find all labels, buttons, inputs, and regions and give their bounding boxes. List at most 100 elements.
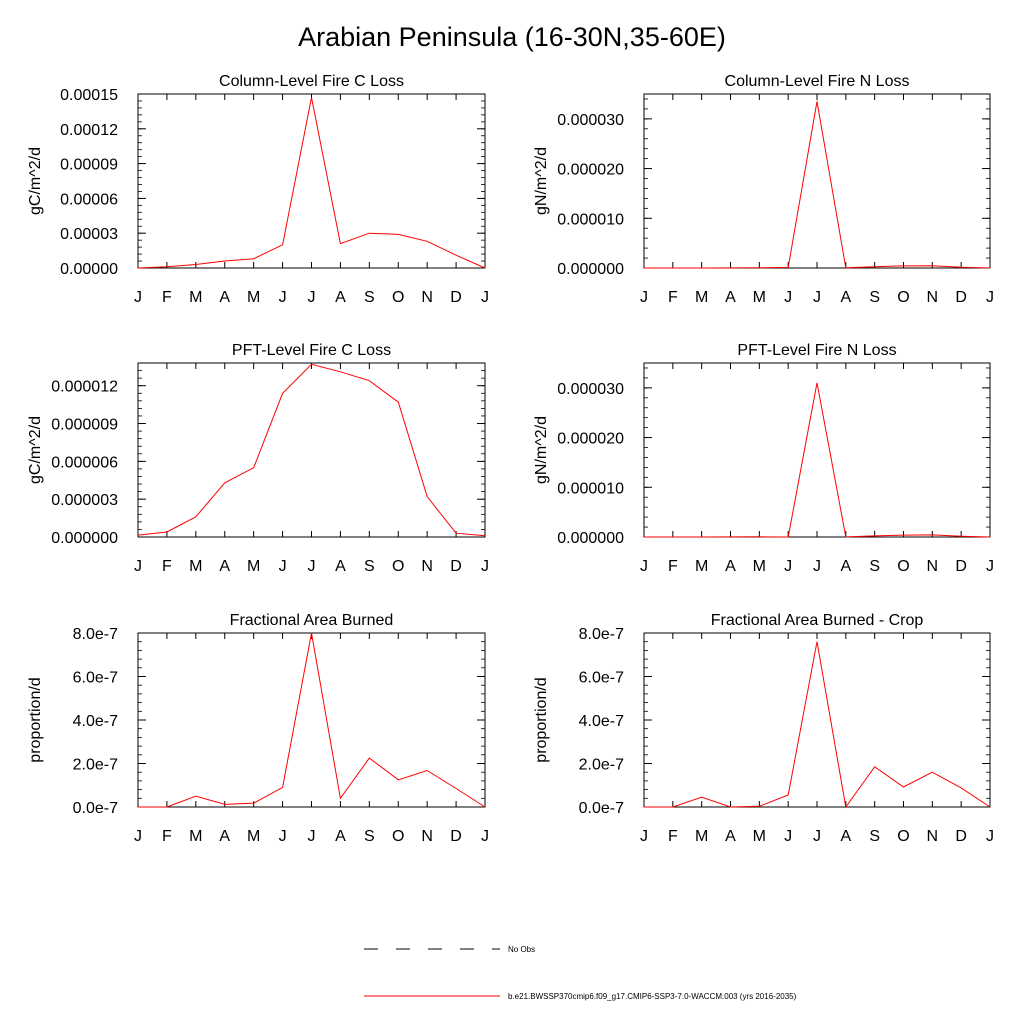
legend-label-model: b.e21.BWSSP370cmip6.f09_g17.CMIP6-SSP3-7… bbox=[508, 992, 797, 1001]
y-tick-label: 4.0e-7 bbox=[73, 713, 118, 730]
y-tick-label: 2.0e-7 bbox=[579, 757, 624, 774]
y-tick-label: 6.0e-7 bbox=[73, 670, 118, 687]
x-tick-label: A bbox=[725, 828, 736, 845]
x-tick-label: F bbox=[162, 828, 172, 845]
x-tick-label: N bbox=[421, 828, 433, 845]
chart-panel-6: Fractional Area Burned - Crop proportion/… bbox=[533, 612, 994, 845]
x-tick-label: O bbox=[897, 289, 909, 306]
x-tick-label: A bbox=[335, 289, 346, 306]
x-tick-label: N bbox=[927, 828, 939, 845]
x-tick-label: M bbox=[247, 289, 260, 306]
y-tick-label: 0.000009 bbox=[51, 417, 118, 434]
x-tick-label: A bbox=[840, 289, 851, 306]
series-line bbox=[644, 101, 991, 269]
x-tick-label: F bbox=[668, 828, 678, 845]
x-tick-label: D bbox=[955, 289, 967, 306]
x-tick-label: J bbox=[134, 289, 142, 306]
y-tick-label: 0.000030 bbox=[557, 112, 624, 129]
x-tick-label: A bbox=[219, 828, 230, 845]
x-tick-label: M bbox=[753, 558, 766, 575]
series-line bbox=[137, 97, 486, 269]
x-tick-label: S bbox=[869, 289, 880, 306]
plot-frame bbox=[137, 93, 486, 269]
y-tick-label: 0.00015 bbox=[60, 87, 118, 104]
y-tick-label: 0.00000 bbox=[60, 261, 118, 278]
x-tick-label: D bbox=[450, 289, 462, 306]
series-line bbox=[644, 641, 991, 809]
x-tick-label: J bbox=[134, 828, 142, 845]
x-tick-label: J bbox=[640, 828, 648, 845]
panel-title: Column-Level Fire N Loss bbox=[725, 73, 910, 90]
y-tick-label: 0.000010 bbox=[557, 480, 624, 497]
x-tick-label: J bbox=[784, 828, 792, 845]
x-tick-label: J bbox=[481, 558, 489, 575]
y-tick-label: 0.0e-7 bbox=[579, 800, 624, 817]
x-tick-label: J bbox=[784, 558, 792, 575]
x-tick-label: F bbox=[162, 558, 172, 575]
x-tick-label: D bbox=[955, 828, 967, 845]
x-tick-label: J bbox=[308, 289, 316, 306]
x-tick-label: O bbox=[897, 828, 909, 845]
y-tick-label: 0.00003 bbox=[60, 226, 118, 243]
y-axis-label: gN/m^2/d bbox=[533, 416, 550, 484]
y-tick-label: 0.000000 bbox=[557, 530, 624, 547]
x-tick-label: J bbox=[640, 289, 648, 306]
x-tick-label: J bbox=[784, 289, 792, 306]
x-tick-label: M bbox=[189, 289, 202, 306]
legend: No Obs b.e21.BWSSP370cmip6.f09_g17.CMIP6-… bbox=[364, 945, 797, 1001]
x-tick-label: N bbox=[421, 289, 433, 306]
panel-title: Fractional Area Burned - Crop bbox=[711, 612, 924, 629]
x-tick-label: O bbox=[392, 558, 404, 575]
y-tick-label: 0.00009 bbox=[60, 157, 118, 174]
y-tick-label: 2.0e-7 bbox=[73, 757, 118, 774]
x-tick-label: J bbox=[279, 558, 287, 575]
x-tick-label: S bbox=[869, 558, 880, 575]
plot-frame bbox=[643, 362, 991, 538]
x-tick-label: D bbox=[450, 558, 462, 575]
x-tick-label: N bbox=[927, 558, 939, 575]
x-tick-label: J bbox=[813, 558, 821, 575]
plot-frame bbox=[643, 632, 991, 808]
x-tick-label: M bbox=[189, 828, 202, 845]
x-tick-label: S bbox=[364, 558, 375, 575]
x-tick-label: J bbox=[481, 289, 489, 306]
x-tick-label: J bbox=[279, 289, 287, 306]
panel-title: Fractional Area Burned bbox=[230, 612, 394, 629]
y-tick-label: 0.000030 bbox=[557, 381, 624, 398]
x-tick-label: J bbox=[134, 558, 142, 575]
figure-title: Arabian Peninsula (16-30N,35-60E) bbox=[298, 22, 726, 52]
y-tick-label: 8.0e-7 bbox=[579, 626, 624, 643]
x-tick-label: A bbox=[219, 289, 230, 306]
x-tick-label: J bbox=[986, 828, 994, 845]
x-tick-label: J bbox=[481, 828, 489, 845]
x-tick-label: A bbox=[335, 558, 346, 575]
y-axis-label: gN/m^2/d bbox=[533, 147, 550, 215]
series-line bbox=[138, 632, 486, 808]
x-tick-label: M bbox=[247, 558, 260, 575]
x-tick-label: A bbox=[725, 558, 736, 575]
x-tick-label: F bbox=[668, 558, 678, 575]
y-tick-label: 0.000010 bbox=[557, 211, 624, 228]
x-tick-label: O bbox=[392, 828, 404, 845]
x-tick-label: O bbox=[392, 289, 404, 306]
x-tick-label: N bbox=[421, 558, 433, 575]
x-tick-label: S bbox=[869, 828, 880, 845]
x-tick-label: M bbox=[753, 289, 766, 306]
y-axis-label: gC/m^2/d bbox=[27, 416, 44, 484]
y-axis-label: gC/m^2/d bbox=[27, 147, 44, 215]
x-tick-label: O bbox=[897, 558, 909, 575]
x-tick-label: J bbox=[813, 828, 821, 845]
x-tick-label: F bbox=[668, 289, 678, 306]
x-tick-label: J bbox=[813, 289, 821, 306]
panel-title: Column-Level Fire C Loss bbox=[219, 73, 404, 90]
panel-title: PFT-Level Fire N Loss bbox=[737, 342, 896, 359]
y-tick-label: 0.000012 bbox=[51, 379, 118, 396]
x-tick-label: M bbox=[695, 289, 708, 306]
x-tick-label: A bbox=[840, 828, 851, 845]
legend-label-no-obs: No Obs bbox=[508, 945, 535, 954]
